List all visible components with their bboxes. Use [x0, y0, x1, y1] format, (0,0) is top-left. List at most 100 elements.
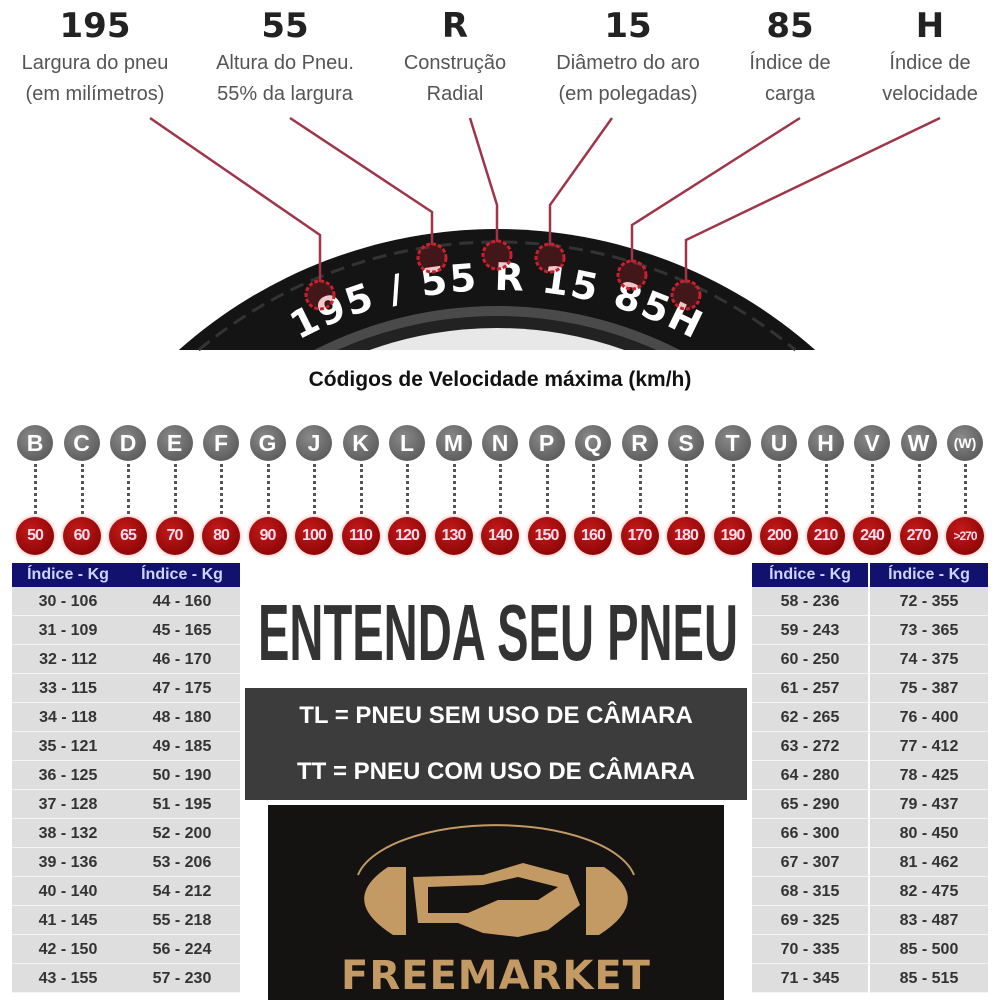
- speed-letter: J: [296, 425, 332, 461]
- tire-code-5: H Índice de velocidade: [882, 4, 978, 110]
- dotted-connector: [127, 464, 130, 514]
- table-cell: 73 - 365: [870, 616, 988, 645]
- table-cell: 85 - 500: [870, 935, 988, 964]
- speed-value: 270: [899, 517, 938, 555]
- speed-value: 150: [527, 517, 566, 555]
- dotted-connector: [34, 464, 37, 514]
- speed-value: 180: [667, 517, 705, 555]
- dotted-connector: [871, 464, 874, 514]
- tt-info: TT = PNEU COM USO DE CÂMARA: [296, 758, 695, 785]
- tire-sidewall: [178, 229, 816, 352]
- tire-code-1: 55 Altura do Pneu. 55% da largura: [216, 4, 354, 110]
- table-cell: 48 - 180: [124, 703, 240, 732]
- headline: ENTENDA SEU PNEU: [258, 588, 738, 672]
- speed-value: 240: [853, 517, 891, 555]
- speed-letter: S: [668, 425, 704, 461]
- speed-value: 160: [574, 517, 612, 555]
- speed-value: 120: [388, 517, 426, 555]
- speed-letter: (W): [947, 425, 983, 461]
- speed-value: 50: [16, 517, 54, 555]
- table-cell: 79 - 437: [870, 790, 988, 819]
- table-cell: 50 - 190: [124, 761, 240, 790]
- load-table-column: Índice - Kg 58 - 236 59 - 243 60 - 250 61 - …: [752, 563, 868, 993]
- dotted-connector: [359, 464, 363, 514]
- table-cell: 61 - 257: [752, 674, 868, 703]
- table-cell: 66 - 300: [752, 819, 868, 848]
- table-header: Índice - Kg: [124, 563, 240, 587]
- table-cell: 68 - 315: [752, 877, 868, 906]
- dotted-connector: [731, 464, 735, 514]
- speed-value: 70: [155, 517, 194, 555]
- table-cell: 55 - 218: [124, 906, 240, 935]
- table-cell: 31 - 109: [12, 616, 124, 645]
- code-label: Diâmetro do aro: [556, 52, 700, 74]
- speed-letter: U: [761, 425, 797, 461]
- code-label: (em milímetros): [25, 83, 165, 105]
- table-cell: 60 - 250: [752, 645, 868, 674]
- table-cell: 57 - 230: [124, 964, 240, 993]
- speed-letter: R: [621, 425, 658, 461]
- load-table-column: Índice - Kg 30 - 106 31 - 109 32 - 112 33 - …: [12, 563, 124, 993]
- code-value: R: [441, 6, 469, 46]
- table-cell: 70 - 335: [752, 935, 868, 964]
- tire-code-3: 15 Diâmetro do aro (em polegadas): [556, 4, 699, 110]
- dotted-connector: [545, 464, 549, 514]
- table-header: Índice - Kg: [870, 563, 988, 587]
- speed-letter: E: [156, 425, 193, 461]
- tube-info-box: TL = PNEU SEM USO DE CÂMARA TT = PNEU CO…: [245, 688, 747, 800]
- table-cell: 53 - 206: [124, 848, 240, 877]
- dotted-connector: [266, 464, 270, 514]
- code-label: carga: [764, 83, 816, 105]
- marker-circles: [304, 239, 702, 311]
- speed-letter: V: [854, 425, 890, 461]
- dotted-connector: [313, 464, 316, 514]
- load-table-column: Índice - Kg 72 - 355 73 - 365 74 - 375 75 - …: [870, 563, 988, 993]
- speed-value: 200: [760, 517, 798, 555]
- dotted-connector: [452, 464, 456, 514]
- code-label: 55% da largura: [217, 83, 353, 105]
- handshake-icon: [357, 824, 635, 937]
- tire-code-0: 195 Largura do pneu (em milímetros): [22, 4, 169, 110]
- speed-letter: P: [528, 425, 565, 461]
- code-label: Altura do Pneu.: [216, 52, 354, 74]
- tire-diagram: 195 / 55 R 15 85H: [149, 116, 941, 352]
- table-cell: 69 - 325: [752, 906, 868, 935]
- speed-letter: C: [63, 425, 100, 461]
- freemarket-logo: FREEMARKET: [268, 805, 724, 1000]
- table-header: Índice - Kg: [752, 563, 868, 587]
- speed-letter: G: [249, 425, 286, 461]
- dotted-connector: [778, 464, 781, 514]
- table-cell: 46 - 170: [124, 645, 240, 674]
- speed-value: 210: [806, 517, 845, 555]
- speed-value: 110: [341, 517, 380, 555]
- table-cell: 33 - 115: [12, 674, 124, 703]
- table-cell: 76 - 400: [870, 703, 988, 732]
- speed-value: 90: [248, 517, 287, 555]
- table-cell: 80 - 450: [870, 819, 988, 848]
- table-cell: 77 - 412: [870, 732, 988, 761]
- table-cell: 67 - 307: [752, 848, 868, 877]
- table-cell: 47 - 175: [124, 674, 240, 703]
- table-cell: 78 - 425: [870, 761, 988, 790]
- table-cell: 74 - 375: [870, 645, 988, 674]
- table-cell: 64 - 280: [752, 761, 868, 790]
- dotted-connector: [499, 464, 502, 514]
- table-cell: 42 - 150: [12, 935, 124, 964]
- table-cell: 81 - 462: [870, 848, 988, 877]
- speed-letter: N: [482, 425, 518, 461]
- speed-letter: T: [714, 425, 751, 461]
- dotted-connector: [173, 464, 177, 514]
- table-cell: 52 - 200: [124, 819, 240, 848]
- dotted-connector: [964, 464, 967, 514]
- speed-letter: K: [342, 425, 379, 461]
- dotted-connector: [406, 464, 409, 514]
- speed-letter: M: [435, 425, 472, 461]
- table-cell: 58 - 236: [752, 587, 868, 616]
- speed-value: 190: [713, 517, 752, 555]
- table-cell: 32 - 112: [12, 645, 124, 674]
- code-label: Largura do pneu: [21, 52, 169, 74]
- table-cell: 71 - 345: [752, 964, 868, 993]
- code-label: velocidade: [882, 83, 978, 105]
- code-label: Índice de: [889, 52, 971, 74]
- table-header: Índice - Kg: [12, 563, 124, 587]
